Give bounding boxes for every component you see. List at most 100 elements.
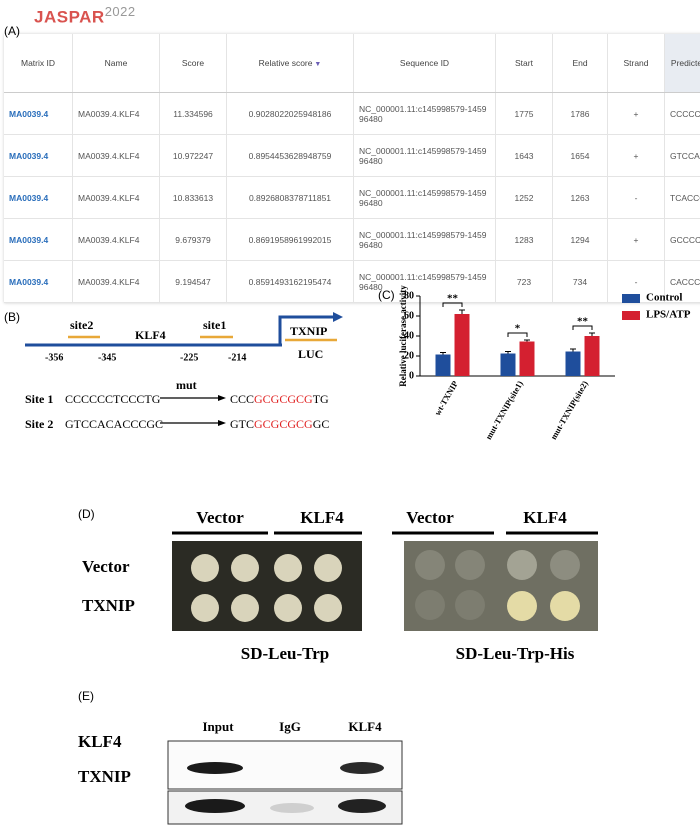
blot-label: KLF4 [78,732,122,751]
arrow-head [218,395,226,401]
colony [507,550,537,580]
significance-label: ** [577,316,589,328]
table-cell: 10.833613 [159,176,227,219]
colony [231,594,259,622]
colony [550,550,580,580]
table-cell: 0.8926808378711851 [226,176,354,219]
band [338,799,386,813]
band [185,799,245,813]
colony [191,594,219,622]
table-row: MA0039.4 MA0039.4.KLF4 10.972247 0.89544536… [4,134,700,177]
table-cell: MA0039.4.KLF4 [72,260,160,303]
site-label: site1 [203,318,226,332]
y-axis-label: Relative luciferase activity [398,285,408,387]
site-name: Site 2 [25,417,53,431]
column-header: Matrix ID [4,34,73,93]
table-cell: 1786 [552,92,608,135]
table-cell: 1643 [495,134,553,177]
error-bar [459,309,465,314]
panel-label: (E) [78,689,94,703]
y-tick-label: 60 [404,310,414,321]
colony [415,590,445,620]
table-cell: 1775 [495,92,553,135]
table-cell: NC_000001.11:c145998579-145996480 [353,92,496,135]
lane-label: IgG [279,719,301,734]
reporter-label: LUC [298,347,323,361]
table-cell: MA0039.4.KLF4 [72,176,160,219]
bar [454,314,470,376]
table-row: MA0039.4 MA0039.4.KLF4 9.679379 0.869195896… [4,218,700,261]
table-cell: MA0039.4.KLF4 [72,92,160,135]
legend-swatch [622,294,640,303]
panel-label: (B) [4,310,20,324]
band [270,803,314,813]
sequence-part: GCGCGCG [254,392,313,406]
table-cell: 1294 [552,218,608,261]
site-label: site2 [70,318,93,332]
colony [314,554,342,582]
bar [519,341,535,376]
sequence-part: GTC [230,417,254,431]
site-name: Site 1 [25,392,53,406]
y-tick-label: 40 [404,330,414,341]
y-tick-label: 20 [404,350,414,361]
colony [455,590,485,620]
table-cell: NC_000001.11:c145998579-145996480 [353,218,496,261]
column-label: Vector [406,508,454,527]
significance-bracket [572,325,593,330]
table-cell: MA0039.4 [4,92,73,135]
table-row: MA0039.4 MA0039.4.KLF4 11.334596 0.90280220… [4,92,700,135]
wild-sequence: CCCCCCTCCCTG [65,392,161,406]
table-cell: MA0039.4 [4,176,73,219]
x-tick-label: mut-TXNIP(site1) [483,379,525,441]
table-body: MA0039.4 MA0039.4.KLF4 11.334596 0.90280220… [4,92,700,303]
table-cell: GCCCCCAGCCCT [664,218,700,261]
table-cell: MA0039.4.KLF4 [72,134,160,177]
colony [274,554,302,582]
position-label: -214 [228,352,246,363]
column-label: KLF4 [523,508,567,527]
error-bar [524,339,530,342]
band [187,762,243,774]
table-cell: CCCCCCTCCCTG [664,92,700,135]
table-cell: + [607,92,665,135]
logo: JASPAR2022 [34,4,136,28]
table-cell: + [607,218,665,261]
position-label: -345 [98,352,116,363]
colony [507,591,537,621]
table-cell: + [607,134,665,177]
x-tick-label: mut-TXNIP(site2) [548,379,590,441]
panel-label: (D) [78,507,95,521]
table-cell: MA0039.4 [4,218,73,261]
significance-bracket [507,332,528,337]
colony [550,591,580,621]
sequence-part: GCGCGCG [254,417,313,431]
tss-arrow [278,315,335,345]
table-cell: 1252 [495,176,553,219]
gene-label: TXNIP [290,324,327,338]
column-header: End [552,34,608,93]
lane-label: KLF4 [348,719,382,734]
table-cell: 1283 [495,218,553,261]
band [340,762,384,774]
table-cell: NC_000001.11:c145998579-145996480 [353,176,496,219]
table-cell: 11.334596 [159,92,227,135]
column-header: Strand [607,34,665,93]
column-header: Score [159,34,227,93]
significance-label: ** [447,293,459,305]
column-label: KLF4 [300,508,344,527]
colony [231,554,259,582]
column-header: Sequence ID [353,34,496,93]
column-header: Relative score [226,34,354,93]
significance-bracket [442,302,463,307]
table-cell: 1263 [552,176,608,219]
logo-version: 2022 [104,4,136,19]
row-label: TXNIP [82,596,135,615]
mutant-sequence: GTCGCGCGCGGC [230,417,329,431]
error-bar [570,348,576,352]
panel-label: (A) [4,24,20,38]
x-tick-label: wt-TXNIP [432,379,460,417]
bar [435,354,451,376]
